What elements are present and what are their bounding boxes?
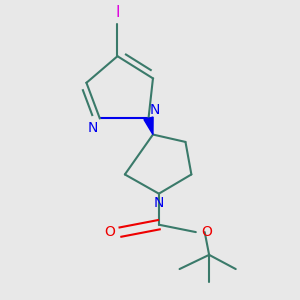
- Polygon shape: [144, 117, 153, 134]
- Text: N: N: [150, 103, 160, 117]
- Text: I: I: [115, 5, 120, 20]
- Text: O: O: [104, 225, 115, 239]
- Text: N: N: [154, 196, 164, 210]
- Text: O: O: [201, 225, 212, 239]
- Text: N: N: [88, 121, 98, 135]
